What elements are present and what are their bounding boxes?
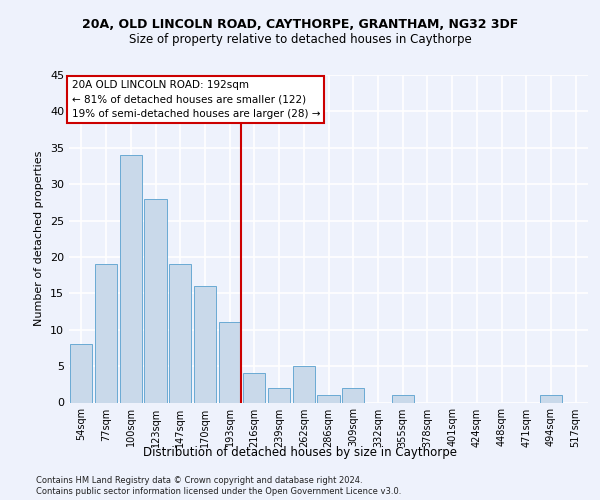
Text: 20A, OLD LINCOLN ROAD, CAYTHORPE, GRANTHAM, NG32 3DF: 20A, OLD LINCOLN ROAD, CAYTHORPE, GRANTH… (82, 18, 518, 30)
Y-axis label: Number of detached properties: Number of detached properties (34, 151, 44, 326)
Bar (540, 395, 562, 402)
Text: Distribution of detached houses by size in Caythorpe: Distribution of detached houses by size … (143, 446, 457, 459)
Bar (268, 388, 290, 402)
Bar (218, 322, 241, 402)
Text: Contains public sector information licensed under the Open Government Licence v3: Contains public sector information licen… (36, 488, 401, 496)
Bar (194, 286, 216, 403)
Text: Size of property relative to detached houses in Caythorpe: Size of property relative to detached ho… (128, 32, 472, 46)
Bar (95, 264, 117, 402)
Bar (293, 366, 315, 403)
Text: 20A OLD LINCOLN ROAD: 192sqm
← 81% of detached houses are smaller (122)
19% of s: 20A OLD LINCOLN ROAD: 192sqm ← 81% of de… (71, 80, 320, 118)
Bar (392, 395, 414, 402)
Bar (145, 198, 167, 402)
Bar (119, 155, 142, 402)
Bar (317, 395, 340, 402)
Bar (70, 344, 92, 403)
Bar (342, 388, 364, 402)
Bar (243, 374, 265, 402)
Bar (169, 264, 191, 402)
Text: Contains HM Land Registry data © Crown copyright and database right 2024.: Contains HM Land Registry data © Crown c… (36, 476, 362, 485)
